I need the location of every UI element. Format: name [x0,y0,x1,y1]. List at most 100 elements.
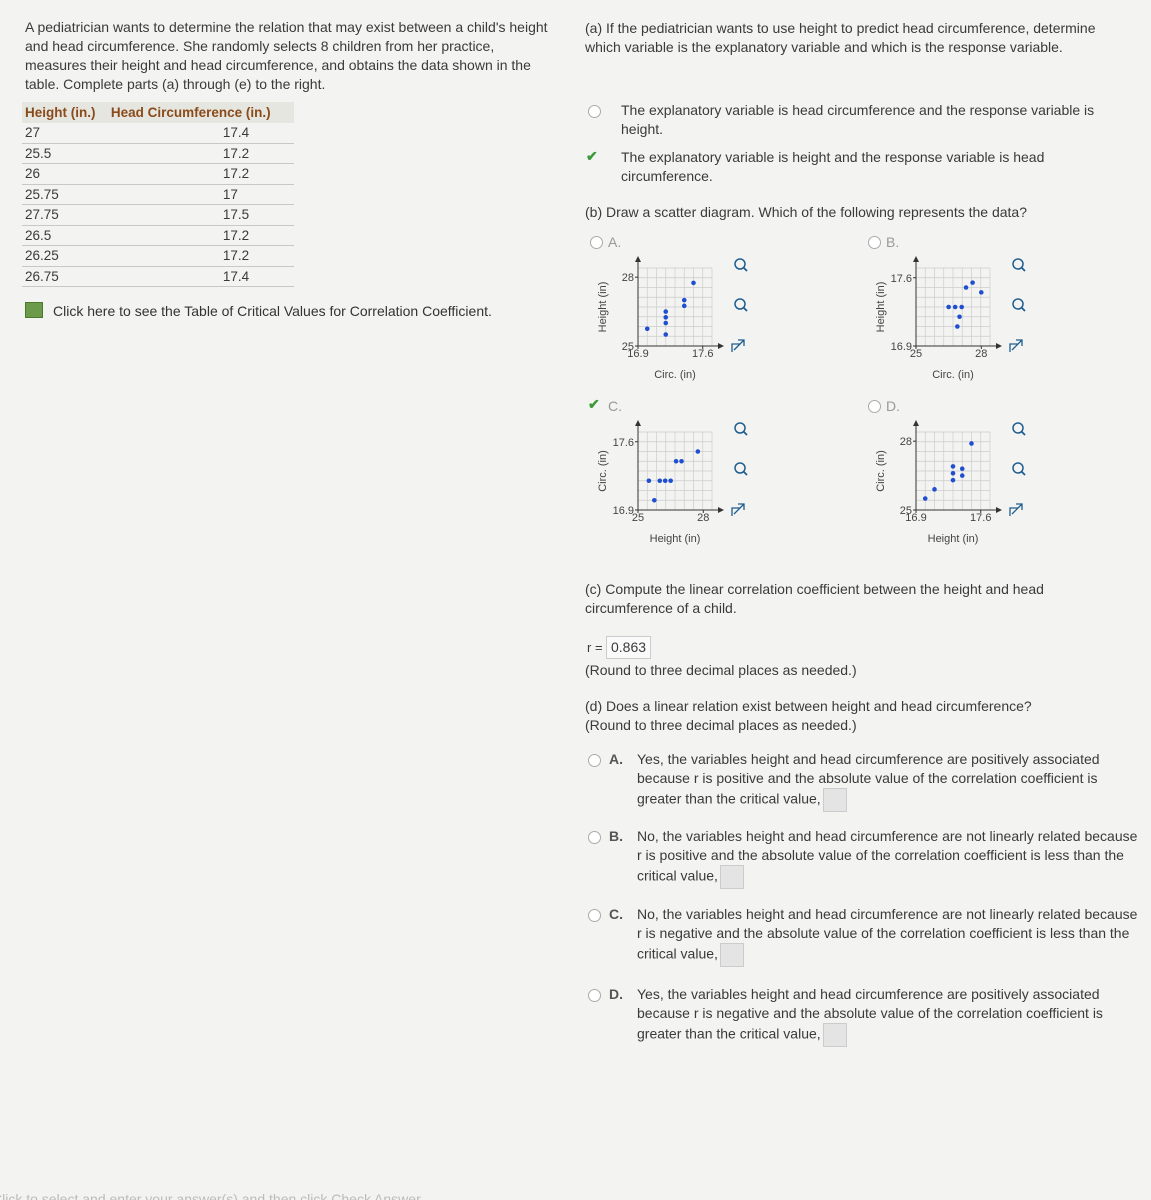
zoom-icon [742,430,748,436]
radio-button[interactable] [588,989,601,1002]
scatter-point [681,297,687,303]
part-c-note: (Round to three decimal places as needed… [585,662,857,678]
scatter-point [663,332,669,337]
answer-box[interactable] [719,865,744,889]
table-cell: 26.25 [25,248,59,264]
scatter-point [959,473,965,478]
radio-button[interactable] [868,400,881,413]
option-letter: C. [609,906,623,922]
table-cell: 17.2 [222,248,250,264]
scatter-point [681,303,687,309]
zoom-icon[interactable] [734,422,746,434]
y-tick-label: 17.6 [891,273,912,285]
table-row: 26 17.2 [22,164,294,184]
table-header: Height (in.) [22,102,108,123]
x-axis-label: Height (in) [928,533,979,545]
scatter-point [644,326,650,332]
answer-box[interactable] [822,1023,847,1047]
x-axis-label: Circ. (in) [932,369,974,381]
table-row: 26.5 17.2 [22,225,294,246]
critical-values-link[interactable]: Click here to see the Table of Critical … [53,303,492,319]
y-axis-label: Height (in) [875,282,887,333]
radio-button[interactable] [590,236,603,249]
radio-button[interactable] [588,909,601,922]
option-text-wrap: Yes, the variables height and head circu… [637,985,1142,1047]
part-d-question: (d) Does a linear relation exist between… [585,698,1032,714]
problem-text: A pediatrician wants to determine the re… [25,19,548,92]
scatter-point [959,466,965,472]
table-row: 25.75 17 [22,184,294,205]
scatter-point [959,304,965,310]
radio-button[interactable] [588,105,601,118]
scatter-point [657,478,663,484]
x-axis-label: Circ. (in) [654,369,696,381]
scatter-point [950,464,956,469]
zoom-icon [1020,430,1026,436]
answer-box[interactable] [719,943,744,967]
zoom-icon[interactable] [734,258,746,270]
scatter-point [679,458,684,464]
table-cell: 26 [25,166,41,182]
axis-arrow [635,420,724,513]
scatter-point [691,280,696,286]
zoom-icon[interactable] [1012,462,1024,474]
scatter-point [969,441,974,446]
x-tick-label: 16.9 [627,348,648,360]
y-tick-label: 16.9 [613,505,634,517]
option-letter: D. [609,986,623,1002]
scatter-point [663,320,669,326]
expand-icon[interactable] [1009,503,1023,516]
y-axis-label: Height (in) [597,282,609,333]
radio-button[interactable] [868,236,881,249]
option-letter: D. [886,398,900,414]
scatter-plot: 25 28 16.9 17.6 Height (in) Circ. (in) [597,420,748,545]
table-cell: 17.4 [222,268,250,284]
radio-button[interactable]: ✔ [586,148,598,164]
scatter-point [652,497,657,503]
option-text: The explanatory variable is height and t… [621,149,1045,184]
data-table-wrap: Height (in.) Head Circumference (in.) 27 17… [22,102,294,287]
scatter-point [922,496,928,501]
option-text: Yes, the variables height and head circu… [637,751,1100,807]
option-letter: C. [608,398,622,414]
scatter-plot: 25 28 16.9 17.6 Circ. (in) Height (in) [875,256,1026,381]
y-tick-label: 28 [622,272,634,284]
x-tick-label: 28 [697,512,709,524]
x-tick-label: 28 [975,348,987,360]
table-row: 26.25 17.2 [22,246,294,266]
zoom-icon[interactable] [1012,258,1024,270]
x-tick-label: 25 [910,348,922,360]
zoom-icon[interactable] [1012,298,1024,310]
scatter-plot: 16.9 17.6 25 28 Circ. (in) Height (in) [597,256,748,381]
zoom-icon[interactable] [1012,422,1024,434]
part-b-question: (b) Draw a scatter diagram. Which of the… [585,204,1027,220]
r-value[interactable]: 0.863 [606,636,652,659]
option-text: The explanatory variable is head circumf… [621,102,1095,137]
zoom-icon[interactable] [734,298,746,310]
scatter-point [952,304,958,310]
scatter-point [978,290,984,295]
radio-button[interactable]: ✔ [588,396,600,412]
answer-box[interactable] [822,788,847,812]
zoom-icon[interactable] [734,462,746,474]
radio-button[interactable] [588,831,601,844]
r-label: r = [587,640,603,655]
table-cell: 17.2 [222,145,250,161]
expand-icon[interactable] [1009,339,1023,352]
expand-icon[interactable] [731,339,745,352]
zoom-icon [1020,306,1026,312]
scatter-point [970,280,975,285]
footer: Click to select and enter your answer(s)… [0,1191,421,1200]
scatter-point [932,487,937,492]
table-cell: 17.2 [222,227,250,243]
scatter-point [963,285,969,290]
scatter-point [673,458,679,464]
expand-icon[interactable] [731,503,745,516]
y-tick-label: 16.9 [891,341,912,353]
table-cell: 17 [222,186,238,202]
scatter-point [955,324,960,329]
scatter-plot: 16.9 17.6 25 28 Height (in) Circ. (in) [875,420,1026,545]
part-d-note: (Round to three decimal places as needed… [585,717,857,733]
radio-button[interactable] [588,754,601,767]
